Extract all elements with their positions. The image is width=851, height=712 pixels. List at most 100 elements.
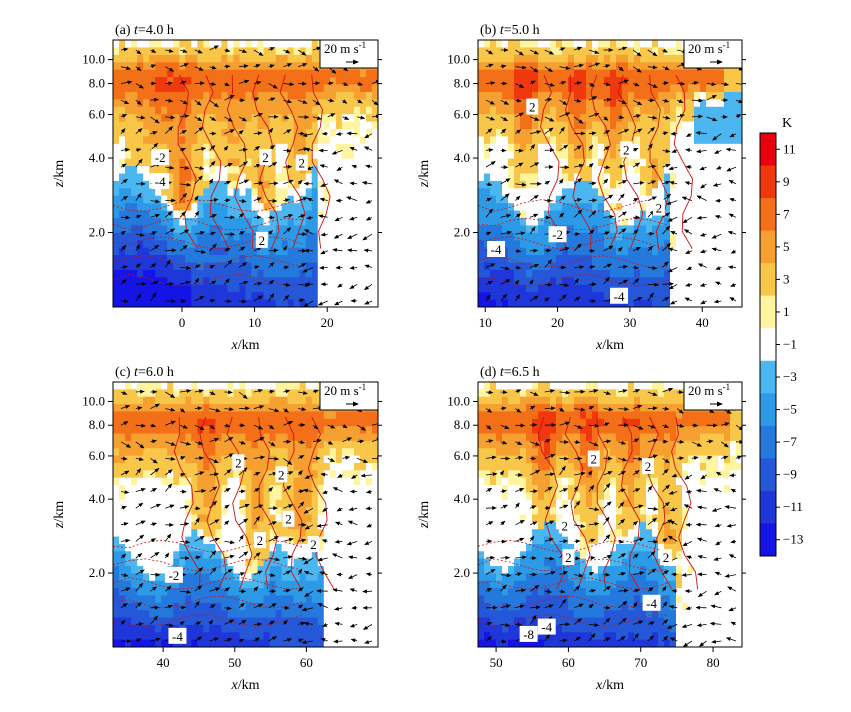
anomaly-cell <box>676 195 683 204</box>
anomaly-cell <box>275 418 283 427</box>
anomaly-cell <box>646 269 653 278</box>
anomaly-cell <box>125 269 132 278</box>
anomaly-cell <box>179 404 186 413</box>
anomaly-cell <box>574 180 581 189</box>
anomaly-cell <box>155 62 162 71</box>
anomaly-cell <box>341 225 349 234</box>
anomaly-cell <box>700 188 707 197</box>
wind-vector <box>209 45 220 51</box>
anomaly-cell <box>185 529 192 538</box>
anomaly-cell <box>131 195 138 204</box>
anomaly-cell <box>724 240 731 249</box>
anomaly-cell <box>724 121 731 130</box>
anomaly-cell <box>580 69 587 78</box>
anomaly-cell <box>359 158 367 167</box>
anomaly-cell <box>287 91 295 100</box>
anomaly-cell <box>251 440 259 449</box>
anomaly-cell <box>484 143 491 152</box>
anomaly-cell <box>191 62 198 71</box>
anomaly-cell <box>544 232 551 241</box>
anomaly-cell <box>149 218 156 227</box>
anomaly-cell <box>538 143 545 152</box>
anomaly-cell <box>568 232 575 241</box>
anomaly-cell <box>610 54 617 63</box>
anomaly-cell <box>149 588 156 597</box>
anomaly-cell <box>275 433 283 442</box>
anomaly-cell <box>149 136 156 145</box>
anomaly-cell <box>490 210 497 219</box>
anomaly-cell <box>568 240 575 249</box>
anomaly-cell <box>173 292 180 301</box>
anomaly-cell <box>359 121 367 130</box>
anomaly-cell <box>586 143 593 152</box>
anomaly-cell <box>113 396 120 405</box>
anomaly-cell <box>323 106 331 115</box>
anomaly-cell <box>185 84 192 93</box>
anomaly-cell <box>514 232 521 241</box>
anomaly-cell <box>281 396 289 405</box>
anomaly-cell <box>131 396 138 405</box>
anomaly-cell <box>233 404 241 413</box>
anomaly-cell <box>227 389 235 398</box>
anomaly-cell <box>251 617 259 626</box>
anomaly-cell <box>125 602 132 611</box>
anomaly-cell <box>263 218 271 227</box>
anomaly-cell <box>227 121 235 130</box>
anomaly-cell <box>538 210 545 219</box>
anomaly-cell <box>251 284 259 293</box>
wind-vector <box>588 82 596 87</box>
anomaly-cell <box>197 166 204 175</box>
wind-vector <box>529 213 539 218</box>
anomaly-cell <box>251 180 259 189</box>
anomaly-cell <box>634 218 641 227</box>
anomaly-cell <box>245 580 253 589</box>
anomaly-cell <box>538 77 545 86</box>
anomaly-cell <box>335 203 343 212</box>
anomaly-cell <box>209 507 216 516</box>
anomaly-cell <box>209 433 216 442</box>
anomaly-cell <box>622 62 629 71</box>
anomaly-cell <box>580 277 587 286</box>
anomaly-cell <box>706 121 713 130</box>
wind-vector <box>312 81 321 86</box>
anomaly-cell <box>149 580 156 589</box>
anomaly-cell <box>508 166 515 175</box>
wind-vector <box>268 47 276 51</box>
anomaly-cell <box>640 232 647 241</box>
anomaly-cell <box>514 69 521 78</box>
anomaly-cell <box>239 188 247 197</box>
wind-vector <box>500 128 507 134</box>
anomaly-cell <box>179 269 186 278</box>
anomaly-cell <box>341 292 349 301</box>
anomaly-cell <box>263 203 271 212</box>
anomaly-cell <box>550 136 557 145</box>
anomaly-cell <box>251 610 259 619</box>
anomaly-cell <box>185 551 192 560</box>
anomaly-cell <box>131 588 138 597</box>
anomaly-cell <box>233 499 241 508</box>
anomaly-cell <box>586 284 593 293</box>
anomaly-cell <box>221 455 229 464</box>
anomaly-cell <box>580 40 587 49</box>
anomaly-cell <box>191 470 198 479</box>
anomaly-cell <box>137 448 144 457</box>
anomaly-cell <box>257 299 265 307</box>
wind-vector <box>500 64 507 69</box>
anomaly-cell <box>215 292 223 301</box>
anomaly-cell <box>718 225 725 234</box>
wind-vector <box>559 47 566 52</box>
anomaly-cell <box>628 232 635 241</box>
anomaly-cell <box>580 114 587 123</box>
anomaly-cell <box>191 396 198 405</box>
anomaly-cell <box>508 47 515 56</box>
anomaly-cell <box>233 284 241 293</box>
anomaly-cell <box>155 84 162 93</box>
anomaly-cell <box>113 158 120 167</box>
anomaly-cell <box>197 69 204 78</box>
wind-vector <box>365 216 373 221</box>
wind-vector <box>544 97 553 102</box>
anomaly-cell <box>305 136 313 145</box>
anomaly-cell <box>131 203 138 212</box>
anomaly-cell <box>311 62 319 71</box>
anomaly-cell <box>203 521 210 530</box>
